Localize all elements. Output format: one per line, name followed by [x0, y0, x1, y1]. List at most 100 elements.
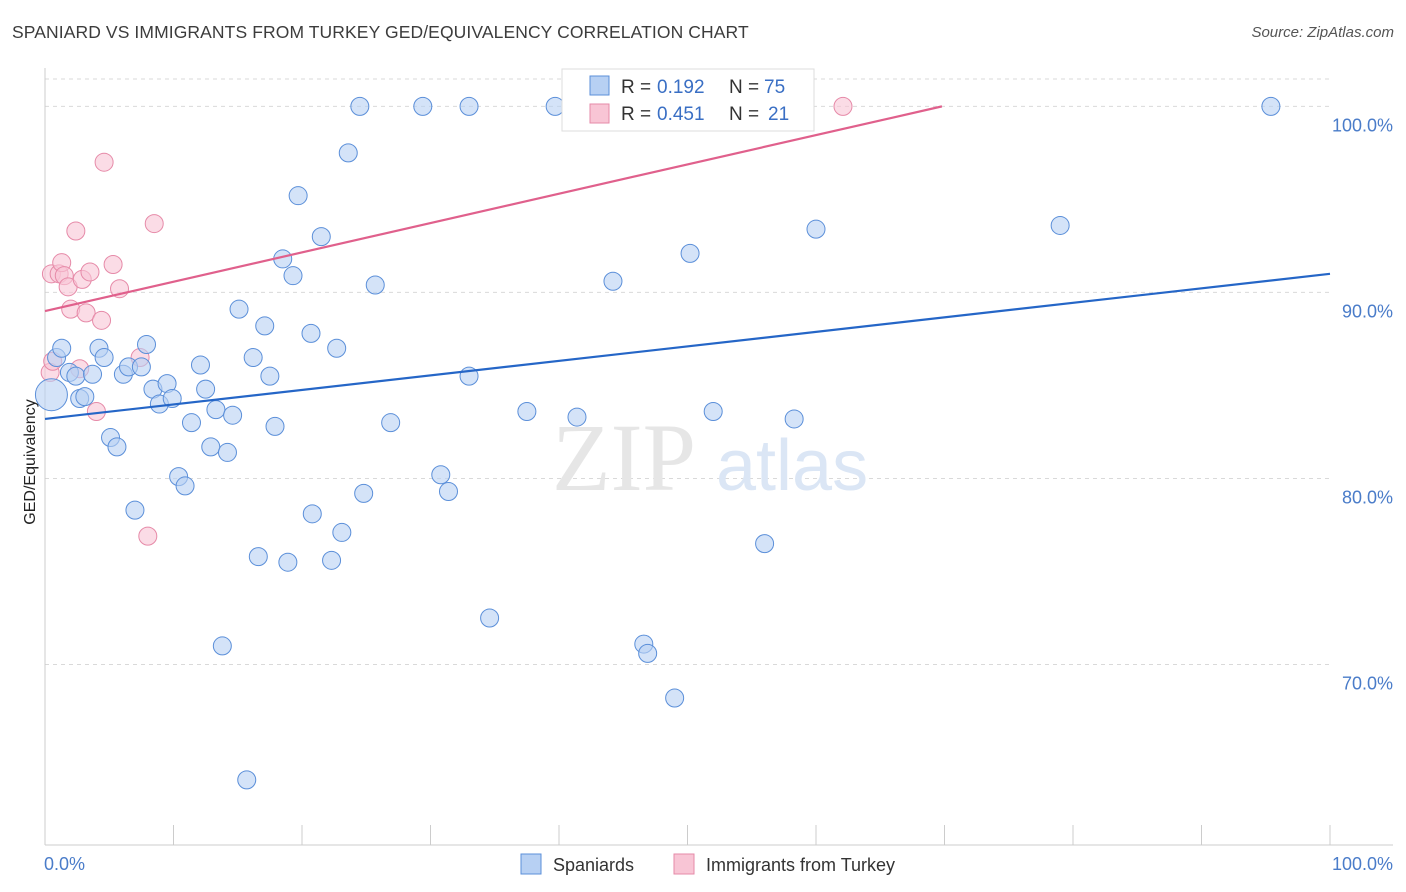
axes — [44, 68, 1393, 846]
legend-r-value: 0.192 — [657, 77, 705, 98]
source-label: Source: ZipAtlas.com — [1251, 24, 1394, 41]
y-tick-label: 80.0% — [1342, 487, 1393, 507]
point-spaniards — [196, 379, 216, 399]
point-turkey — [144, 214, 164, 234]
point-spaniards — [1261, 96, 1281, 116]
point-spaniards — [545, 96, 565, 116]
x-tick-labels: 0.0% 100.0% — [44, 854, 1393, 874]
point-spaniards — [190, 355, 210, 375]
point-spaniards — [83, 364, 103, 384]
y-tick-label: 100.0% — [1332, 115, 1393, 135]
point-spaniards — [131, 357, 151, 377]
gridlines — [45, 78, 1330, 666]
point-turkey — [66, 221, 86, 241]
legend-swatch-spaniards — [520, 853, 542, 875]
legend-r-label: R = — [621, 104, 651, 125]
point-spaniards — [806, 219, 826, 239]
point-spaniards — [212, 636, 232, 656]
point-spaniards — [755, 534, 775, 554]
y-axis-title: GED/Equivalency — [22, 399, 39, 524]
legend-r-label: R = — [621, 77, 651, 98]
point-spaniards — [75, 387, 95, 407]
point-spaniards — [332, 522, 352, 542]
point-spaniards — [301, 323, 321, 343]
y-tick-label: 70.0% — [1342, 674, 1393, 694]
point-spaniards — [137, 335, 157, 355]
point-spaniards — [288, 186, 308, 206]
point-spaniards — [229, 299, 249, 319]
point-spaniards — [34, 378, 68, 412]
point-spaniards — [311, 227, 331, 247]
point-spaniards — [567, 407, 587, 427]
point-spaniards — [175, 476, 195, 496]
legend-swatch-turkey — [673, 853, 695, 875]
point-spaniards — [66, 366, 86, 386]
point-spaniards — [350, 96, 370, 116]
trendline-spaniards — [44, 272, 1331, 421]
stats-legend: R = 0.192 N = 75 R = 0.451 N = 21 — [561, 68, 815, 132]
point-spaniards — [255, 316, 275, 336]
x-tick-label: 0.0% — [44, 854, 85, 874]
point-spaniards — [413, 96, 433, 116]
legend-swatch-spaniards — [589, 75, 610, 96]
legend-n-label: N = — [729, 77, 759, 98]
point-spaniards — [517, 401, 537, 421]
point-spaniards — [278, 552, 298, 572]
point-spaniards — [638, 643, 658, 663]
series-legend: Spaniards Immigrants from Turkey — [520, 853, 895, 875]
point-spaniards — [243, 348, 263, 368]
point-spaniards — [381, 413, 401, 433]
trendline-turkey — [44, 105, 943, 313]
point-spaniards — [94, 348, 114, 368]
legend-n-value: 21 — [768, 104, 789, 125]
point-spaniards — [365, 275, 385, 295]
point-spaniards — [703, 401, 723, 421]
point-spaniards — [206, 400, 226, 420]
y-tick-labels: 70.0% 80.0% 90.0% 100.0% — [1332, 115, 1393, 693]
point-spaniards — [223, 405, 243, 425]
point-spaniards — [302, 504, 322, 524]
point-spaniards — [327, 338, 347, 358]
legend-label-turkey: Immigrants from Turkey — [706, 855, 895, 875]
point-turkey — [138, 526, 158, 546]
legend-n-value: 75 — [764, 77, 785, 98]
trend-lines — [44, 105, 1331, 421]
point-spaniards — [107, 437, 127, 457]
point-spaniards — [1050, 215, 1070, 235]
point-spaniards — [201, 437, 221, 457]
point-spaniards — [283, 266, 303, 286]
point-spaniards — [181, 413, 201, 433]
legend-r-value: 0.451 — [657, 104, 705, 125]
watermark-atlas: atlas — [716, 426, 868, 506]
chart-title: SPANIARD VS IMMIGRANTS FROM TURKEY GED/E… — [12, 22, 749, 42]
point-spaniards — [438, 482, 458, 502]
x-tick-label: 100.0% — [1332, 854, 1393, 874]
point-spaniards — [217, 442, 237, 462]
point-turkey — [76, 303, 96, 323]
point-spaniards — [248, 547, 268, 567]
point-spaniards — [260, 366, 280, 386]
point-turkey — [92, 310, 112, 330]
point-turkey — [833, 96, 853, 116]
legend-label-spaniards: Spaniards — [553, 855, 634, 875]
point-spaniards — [784, 409, 804, 429]
point-spaniards — [680, 243, 700, 263]
point-spaniards — [52, 338, 72, 358]
point-turkey — [80, 262, 100, 282]
point-turkey — [94, 152, 114, 172]
point-spaniards — [125, 500, 145, 520]
legend-swatch-turkey — [589, 103, 610, 124]
point-spaniards — [431, 465, 451, 485]
point-spaniards — [338, 143, 358, 163]
point-spaniards — [265, 416, 285, 436]
point-turkey — [103, 255, 123, 275]
point-spaniards — [665, 688, 685, 708]
point-spaniards — [480, 608, 500, 628]
point-spaniards — [237, 770, 257, 790]
point-spaniards — [354, 483, 374, 503]
point-spaniards — [322, 550, 342, 570]
legend-n-label: N = — [729, 104, 759, 125]
point-spaniards — [459, 96, 479, 116]
y-tick-label: 90.0% — [1342, 301, 1393, 321]
